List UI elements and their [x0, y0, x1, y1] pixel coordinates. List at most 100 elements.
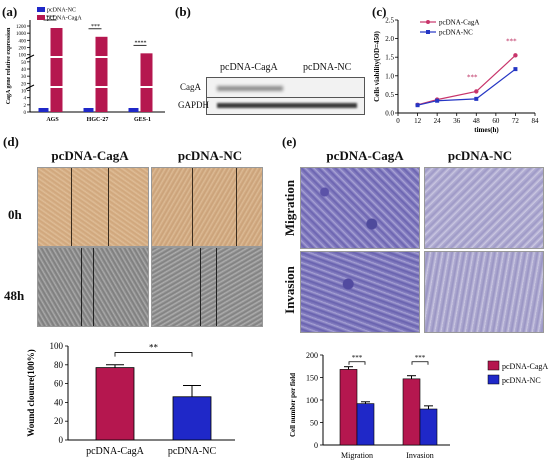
legend-marker [426, 30, 430, 34]
significance-label: *** [91, 24, 100, 30]
significance-label: *** [506, 37, 517, 45]
y-tick-label: 2.5 [385, 17, 394, 25]
chart-d: 0 20 40 60 80 100 Wound clouure(100%) pcDNA-Cag… [26, 341, 235, 457]
x-axis-label: times(h) [474, 126, 499, 134]
y-tick-label: 2.0 [385, 35, 394, 43]
legend-label: pcDNA-NC [439, 29, 473, 37]
x-tick-label: 36 [453, 117, 461, 125]
y-tick-label: 4 [24, 97, 27, 102]
x-tick-label: HGC-27 [87, 117, 109, 123]
micro-e-caga-invasion [300, 251, 420, 333]
d-row-0h: 0h [8, 207, 22, 222]
bar-caga [140, 53, 153, 112]
data-point [513, 67, 518, 72]
blot-col-nc: pcDNA-NC [303, 62, 352, 73]
data-point [474, 89, 479, 94]
x-tick-label: pcDNA-NC [168, 446, 217, 457]
y-tick-label: 0 [59, 435, 64, 445]
significance-label: *** [46, 15, 55, 21]
y-axis-label: Cell number per field [289, 373, 297, 437]
bar-caga [95, 36, 108, 112]
micro-e-caga-migration [300, 167, 420, 249]
bar-break [95, 86, 108, 88]
bar-break [140, 86, 153, 88]
y-tick-label: 100 [50, 341, 64, 351]
legend-swatch [37, 7, 45, 12]
y-tick-label: 1.5 [385, 54, 394, 62]
bar [419, 408, 438, 446]
y-tick-label: 10 [21, 90, 27, 95]
y-tick-label: 0 [314, 441, 318, 450]
y-tick-label: 30 [21, 75, 27, 80]
legend-marker [426, 20, 430, 24]
significance-label: *** [415, 354, 426, 362]
bar [95, 367, 135, 441]
x-tick-label: Migration [341, 451, 373, 460]
micro-e-nc-invasion [424, 251, 544, 333]
micro-d-nc-0h [151, 167, 263, 247]
legend-swatch [487, 360, 500, 371]
x-tick-label: 84 [532, 117, 540, 125]
axis-break [25, 84, 35, 90]
data-point [513, 53, 518, 58]
y-tick-label: 0.5 [385, 91, 394, 99]
panel-e-label: (e) [282, 134, 297, 149]
x-tick-label: AGS [46, 117, 59, 123]
y-tick-label: 400 [19, 39, 27, 44]
blot-headers: pcDNA-CagA pcDNA-NC [200, 62, 365, 74]
chart-c: 0.0 0.5 1.0 1.5 2.0 2.5 0 12 24 36 48 60 72 84 times(h… [373, 17, 540, 135]
x-tick-label: GES-1 [134, 117, 151, 123]
chart-a: 0 2 4 10 20 30 40 50 100 200 400 1000 1200 CagA gene … [6, 7, 165, 123]
micro-d-caga-48h [37, 247, 149, 327]
y-tick-label: 20 [21, 82, 27, 87]
legend-label: pcDNA-CagA [439, 19, 479, 27]
micro-d-nc-48h [151, 247, 263, 327]
y-tick-label: 40 [21, 68, 27, 73]
legend-swatch [487, 374, 500, 385]
significance-bracket [348, 361, 366, 365]
x-tick-label: 24 [434, 117, 442, 125]
y-axis-label: Cells viability(OD=450) [373, 30, 381, 101]
y-tick-label: 100 [19, 54, 27, 59]
e-row-migration: Migration [282, 179, 297, 237]
data-point [435, 98, 440, 103]
significance-label: *** [352, 354, 363, 362]
significance-label: ** [149, 343, 159, 353]
e-col-nc: pcDNA-NC [447, 148, 513, 163]
blot-col-caga: pcDNA-CagA [220, 62, 278, 73]
bar [172, 396, 212, 441]
bar [402, 378, 421, 446]
data-point [474, 96, 479, 101]
bar-break [50, 56, 63, 58]
y-tick-label: 1200 [16, 25, 27, 30]
legend-label: pcDNA-CagA [502, 362, 548, 371]
y-tick-label: 100 [306, 396, 318, 405]
axis-break [25, 54, 35, 60]
blot-row-gapdh: GAPDH [178, 100, 210, 110]
x-tick-label: 60 [492, 117, 500, 125]
micro-e-nc-migration [424, 167, 544, 249]
y-tick-label: 150 [306, 374, 318, 383]
micro-d-caga-0h [37, 167, 149, 247]
y-tick-label: 80 [54, 360, 64, 370]
legend-label: pcDNA-NC [502, 376, 541, 385]
y-tick-label: 2 [24, 104, 27, 109]
y-tick-label: 40 [54, 397, 64, 407]
bar [339, 369, 358, 446]
panel-d-label: (d) [3, 134, 19, 149]
bar-nc [38, 108, 49, 112]
bar-nc [83, 108, 94, 112]
panel-c-label: (c) [372, 4, 387, 19]
d-col-caga: pcDNA-CagA [51, 148, 129, 163]
legend-label: pcDNA-NC [47, 8, 76, 14]
x-tick-label: 72 [512, 117, 520, 125]
y-tick-label: 60 [54, 379, 64, 389]
y-tick-label: 200 [306, 351, 318, 360]
data-point [415, 103, 420, 108]
e-row-invasion: Invasion [282, 266, 297, 314]
x-tick-label: 12 [414, 117, 422, 125]
significance-bracket [114, 352, 193, 357]
y-tick-label: 1.0 [385, 72, 394, 80]
y-tick-label: 0.0 [385, 110, 394, 118]
significance-label: **** [135, 40, 147, 46]
